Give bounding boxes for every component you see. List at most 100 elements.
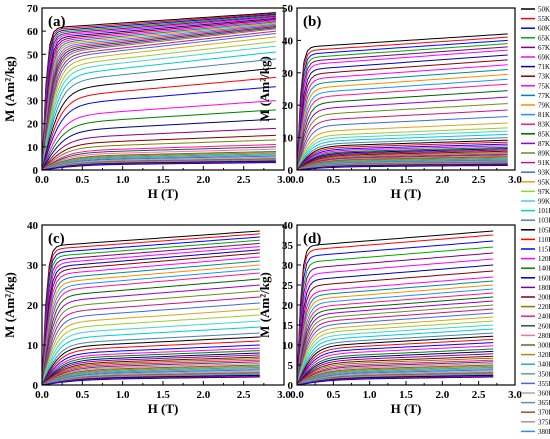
- panel-b-series-line: [297, 49, 508, 170]
- legend-label: 120K: [538, 255, 550, 263]
- panel-a-series-line: [42, 109, 276, 170]
- panel-b-curves: [297, 33, 508, 170]
- panel-d-series-line: [297, 342, 494, 385]
- legend-item: 140K: [521, 265, 550, 273]
- legend-label: 340K: [538, 361, 550, 369]
- legend-label: 240K: [538, 313, 550, 321]
- panel-c-series-line: [42, 336, 260, 385]
- legend-item: 97K: [521, 188, 550, 196]
- legend-label: 375K: [538, 418, 550, 426]
- panel-d-series-line: [297, 357, 494, 385]
- panel-a-series-line: [42, 22, 276, 170]
- panel-d-ticks: 0.0 0.5 1.0 1.5 2.0 2.5 3.0 0 5 10 15 20 25 30 35 40: [282, 220, 522, 401]
- panel-a-series-line: [42, 26, 276, 170]
- panel-d-series-line: [297, 276, 494, 385]
- panel-d-series-line: [297, 335, 494, 385]
- panel-a-y-tick-label: 70: [27, 3, 39, 15]
- panel-a-x-tick-label: 2.0: [196, 174, 210, 186]
- panel-c-y-tick-label: 30: [27, 260, 39, 272]
- panel-a-series-line: [42, 30, 276, 170]
- legend-item: 105K: [521, 226, 550, 234]
- legend-label: 89K: [538, 150, 550, 158]
- panel-c-y-tick-label: 0: [33, 380, 39, 392]
- panel-c-series-line: [42, 358, 260, 385]
- legend-item: 101K: [521, 207, 550, 215]
- panel-a-x-tick-label: 2.5: [237, 174, 251, 186]
- panel-a-series-line: [42, 32, 276, 170]
- panel-d-series-line: [297, 316, 494, 385]
- panel-c-series-line: [42, 350, 260, 385]
- legend-item: 91K: [521, 159, 550, 167]
- panel-d-x-tick-label: 0.5: [326, 389, 340, 401]
- panel-b-frame: [296, 7, 516, 171]
- legend-item: 83K: [521, 121, 550, 129]
- legend-label: 380K: [538, 428, 550, 436]
- panel-c-x-tick-label: 0.5: [75, 389, 89, 401]
- legend-item: 79K: [521, 102, 550, 110]
- panel-c-series-line: [42, 374, 260, 385]
- panel-c-series-line: [42, 371, 260, 385]
- panel-b-ticks: 0.0 0.5 1.0 1.5 2.0 2.5 3.0 0 10 20 30 40 50: [282, 3, 522, 186]
- panel-b-y-tick-label: 0: [288, 165, 294, 177]
- legend-label: 160K: [538, 274, 550, 282]
- panel-c-series-line: [42, 372, 260, 385]
- legend-item: 355K: [521, 380, 550, 388]
- panel-c-series-line: [42, 344, 260, 385]
- panel-d-y-tick-label: 35: [282, 240, 294, 252]
- panel-d-series-line: [297, 353, 494, 385]
- panel-c-series-line: [42, 264, 260, 385]
- panel-c-series-line: [42, 233, 260, 385]
- panel-a-x-tick-label: 1.0: [116, 174, 130, 186]
- panel-c-series-line: [42, 239, 260, 385]
- panel-c-x-tick-label: 0.0: [35, 389, 49, 401]
- legend-label: 67K: [538, 44, 550, 52]
- panel-d-y-tick-label: 10: [282, 340, 294, 352]
- legend-label: 103K: [538, 217, 550, 225]
- panel-a-series-line: [42, 27, 276, 170]
- panel-c-xlabel: H (T): [148, 401, 179, 416]
- panel-d-y-tick-label: 40: [282, 220, 294, 232]
- panel-b-xlabel: H (T): [391, 186, 422, 201]
- legend-label: 180K: [538, 284, 550, 292]
- panel-a-series-line: [42, 36, 276, 170]
- legend-label: 260K: [538, 322, 550, 330]
- panel-c-series-line: [42, 361, 260, 385]
- panel-d-series-line: [297, 370, 494, 385]
- panel-c-series-line: [42, 347, 260, 385]
- panel-c-series-line: [42, 368, 260, 385]
- legend-item: 280K: [521, 332, 550, 340]
- legend-item: 380K: [521, 428, 550, 436]
- panel-c-y-tick-label: 10: [27, 340, 39, 352]
- panel-d-series-line: [297, 320, 494, 385]
- legend-item: 87K: [521, 140, 550, 148]
- panel-c-series-line: [42, 375, 260, 385]
- legend-item: 71K: [521, 63, 550, 71]
- legend-item: 320K: [521, 351, 550, 359]
- legend-label: 300K: [538, 342, 550, 350]
- panel-d-y-tick-label: 15: [282, 320, 294, 332]
- panel-c-series-line: [42, 374, 260, 385]
- panel-b-series-line: [297, 127, 508, 170]
- panel-b-series-line: [297, 54, 508, 170]
- panel-a-x-tick-label: 3.0: [277, 174, 291, 186]
- legend-label: 87K: [538, 140, 550, 148]
- panel-b-series-line: [297, 116, 508, 170]
- legend-item: 180K: [521, 284, 550, 292]
- legend-item: 375K: [521, 418, 550, 426]
- panel-d-series-line: [297, 361, 494, 385]
- panel-c-series-line: [42, 230, 260, 385]
- panel-a-series-line: [42, 152, 276, 170]
- legend-item: 93K: [521, 169, 550, 177]
- panel-a-series-line: [42, 15, 276, 170]
- panel-d-series-line: [297, 240, 494, 385]
- panel-a-series-line: [42, 134, 276, 170]
- panel-d-x-tick-label: 1.0: [363, 389, 377, 401]
- legend-item: 103K: [521, 217, 550, 225]
- panel-c-x-tick-label: 1.0: [116, 389, 130, 401]
- panel-c-series-line: [42, 308, 260, 385]
- panel-b-series-line: [297, 69, 508, 170]
- panel-d-x-tick-label: 1.5: [399, 389, 413, 401]
- panel-a-label: (a): [48, 14, 66, 30]
- panel-d-series-line: [297, 365, 494, 385]
- panel-a-series-line: [42, 12, 276, 170]
